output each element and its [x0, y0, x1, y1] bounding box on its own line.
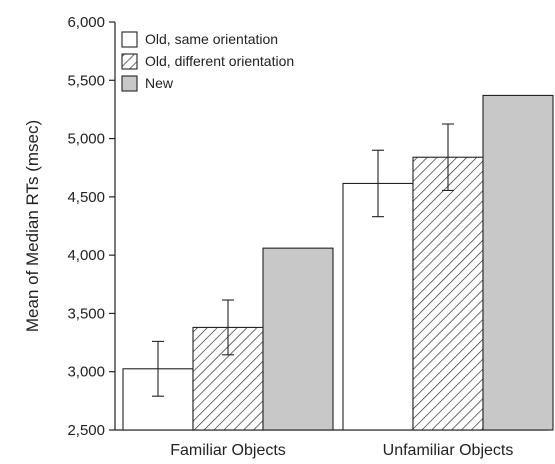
y-axis-title: Mean of Median RTs (msec) — [23, 120, 42, 332]
axes: 2,500 3,000 3,500 4,000 4,500 5,000 5,500 6,000… — [23, 14, 548, 459]
bars — [122, 94, 554, 431]
y-tick-label: 5,500 — [67, 72, 105, 89]
legend-swatch — [121, 53, 138, 70]
error-bars — [152, 123, 454, 397]
y-tick-label: 5,000 — [67, 131, 105, 148]
legend-label: Old, same orientation — [145, 31, 278, 47]
legend-swatch — [121, 75, 138, 92]
legend-label: New — [145, 75, 174, 91]
y-tick-label: 4,000 — [67, 247, 105, 264]
bar-familiar-series-2 — [262, 247, 334, 431]
legend-swatch — [121, 31, 138, 48]
legend-label: Old, different orientation — [145, 53, 294, 69]
x-category-label: Unfamiliar Objects — [383, 442, 514, 459]
y-tick-label: 6,000 — [67, 14, 105, 31]
bar-unfamiliar-series-0 — [342, 182, 414, 431]
y-tick-label: 3,000 — [67, 364, 105, 381]
y-tick-label: 4,500 — [67, 189, 105, 206]
legend: Old, same orientation Old, different orie… — [121, 31, 294, 92]
x-category-label: Familiar Objects — [170, 442, 286, 459]
y-tick-label: 2,500 — [67, 422, 105, 439]
y-tick-label: 3,500 — [67, 305, 105, 322]
bar-unfamiliar-series-2 — [482, 94, 554, 431]
bar-unfamiliar-series-1 — [412, 156, 484, 431]
